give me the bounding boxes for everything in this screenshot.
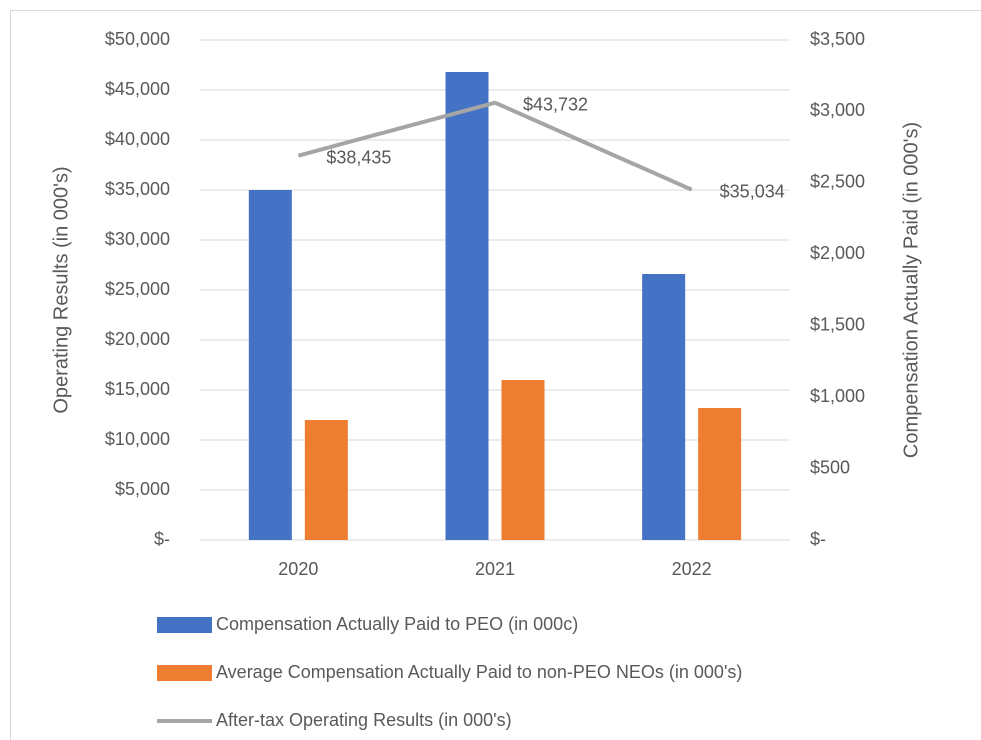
- y2-tick-label: $1,000: [810, 386, 865, 406]
- legend-swatch: [157, 665, 212, 681]
- line: [297, 100, 693, 192]
- bar: [248, 190, 292, 540]
- y-tick-label: $25,000: [105, 279, 170, 299]
- legend-label: Compensation Actually Paid to PEO (in 00…: [216, 614, 578, 634]
- y-tick-label: $15,000: [105, 379, 170, 399]
- y2-tick-label: $2,500: [810, 172, 865, 192]
- y2-tick-label: $3,500: [810, 29, 865, 49]
- data-label: $38,435: [326, 147, 391, 167]
- y-tick-label: $20,000: [105, 329, 170, 349]
- y-tick-label: $30,000: [105, 229, 170, 249]
- y-tick-label: $40,000: [105, 129, 170, 149]
- y-axis-title: Operating Results (in 000's): [50, 166, 72, 413]
- bar: [445, 72, 489, 540]
- y-tick-label: $10,000: [105, 429, 170, 449]
- y2-axis-title: Compensation Actually Paid (in 000's): [900, 122, 922, 458]
- y-tick-label: $45,000: [105, 79, 170, 99]
- y2-tick-label: $2,000: [810, 243, 865, 263]
- chart-border: [10, 10, 981, 740]
- bar: [501, 380, 545, 540]
- data-label: $43,732: [523, 94, 588, 114]
- bar: [642, 274, 686, 540]
- data-label: $35,034: [720, 181, 785, 201]
- y-tick-label: $5,000: [115, 479, 170, 499]
- y-tick-label: $50,000: [105, 29, 170, 49]
- y2-tick-label: $1,500: [810, 314, 865, 334]
- bar: [304, 420, 348, 540]
- y2-tick-label: $-: [810, 529, 826, 549]
- x-tick-label: 2022: [672, 559, 712, 579]
- y-tick-label: $35,000: [105, 179, 170, 199]
- legend-swatch: [157, 617, 212, 633]
- y2-tick-label: $3,000: [810, 100, 865, 120]
- x-tick-label: 2020: [278, 559, 318, 579]
- y-tick-label: $-: [154, 529, 170, 549]
- y2-tick-label: $500: [810, 457, 850, 477]
- legend-label: Average Compensation Actually Paid to no…: [216, 662, 742, 682]
- legend-label: After-tax Operating Results (in 000's): [216, 710, 512, 730]
- bar: [698, 408, 742, 540]
- x-tick-label: 2021: [475, 559, 515, 579]
